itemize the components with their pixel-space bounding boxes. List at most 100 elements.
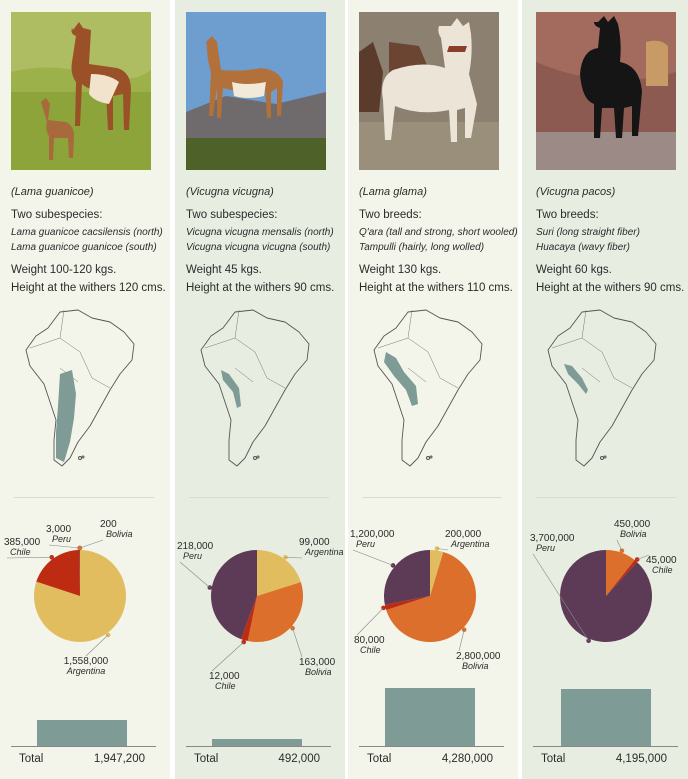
pie-category-label: Chile	[652, 565, 673, 575]
pie-value-label: 80,000	[354, 635, 385, 646]
pie-leader-line	[458, 629, 465, 652]
pie-leader-line	[352, 549, 394, 566]
subspecies-item: Vicugna vicugna vicugna (south)	[186, 242, 331, 253]
pie-value-label: 385,000	[4, 537, 41, 548]
pie-slice-bolivia	[247, 582, 304, 642]
pie-value-label: 200,000	[445, 529, 482, 540]
subspecies-item: Lama guanicoe cacsilensis (north)	[11, 227, 163, 238]
total-value: 4,195,000	[615, 753, 667, 765]
pie-slice-chile	[384, 596, 430, 610]
total-bar	[37, 720, 127, 746]
total-label: Total	[541, 753, 566, 765]
pie-label-dot	[619, 548, 625, 553]
pie-category-label: Peru	[536, 543, 555, 553]
pie-leader-line	[285, 557, 303, 559]
total-value: 4,280,000	[441, 753, 493, 765]
pie-category-label: Argentina	[66, 666, 106, 676]
pie-value-label: 99,000	[299, 537, 330, 548]
total-label: Total	[19, 753, 44, 765]
guanaco-range	[56, 370, 76, 462]
pie-value-label: 218,000	[177, 541, 214, 552]
llama-column: (Lama glama) Two breeds: Q'ara (tall and…	[348, 0, 518, 779]
pie-leader-line	[616, 539, 623, 551]
scientific-name: (Lama glama)	[359, 186, 427, 198]
height-text: Height at the withers 110 cms.	[359, 282, 513, 294]
vicuna-photo	[186, 12, 326, 170]
vicuna-column: (Vicugna vicugna) Two subespecies: Vicug…	[175, 0, 345, 779]
range-map	[195, 308, 315, 473]
pie-value-label: 3,700,000	[530, 533, 575, 544]
pie-value-label: 1,558,000	[64, 656, 109, 667]
pie-category-label: Peru	[52, 534, 71, 544]
pie-slice-argentina	[34, 550, 127, 642]
height-text: Height at the withers 90 cms.	[536, 282, 685, 294]
pie-label-dot	[586, 638, 591, 643]
pie-value-label: 12,000	[209, 671, 240, 682]
weight-text: Weight 45 kgs.	[186, 264, 262, 276]
range-map	[542, 308, 662, 473]
pie-category-label: Bolivia	[305, 667, 332, 677]
total-label: Total	[194, 753, 219, 765]
range-map	[20, 308, 140, 473]
separator	[14, 497, 154, 498]
breed-item: Q'ara (tall and strong, short wooled)	[359, 227, 518, 238]
llama-range	[384, 352, 418, 406]
pie-category-label: Argentina	[304, 547, 344, 557]
breed-item: Tampulli (hairly, long wolled)	[359, 242, 485, 253]
weight-text: Weight 60 kgs.	[536, 264, 612, 276]
pie-category-label: Peru	[356, 539, 375, 549]
south-america-outline	[200, 309, 310, 467]
total-value: 492,000	[278, 753, 320, 765]
pie-value-label: 1,200,000	[350, 529, 395, 540]
pie-leader-line	[179, 561, 210, 588]
pie-slice-peru	[559, 550, 652, 642]
south-america-outline	[373, 309, 483, 467]
pie-label-dot	[49, 555, 54, 560]
subspecies-item: Vicugna vicugna mensalis (north)	[186, 227, 334, 238]
separator	[536, 497, 676, 498]
separator	[362, 497, 502, 498]
pie-category-label: Bolivia	[462, 661, 489, 671]
scientific-name: (Lama guanicoe)	[11, 186, 94, 198]
weight-text: Weight 130 kgs.	[359, 264, 442, 276]
height-text: Height at the withers 120 cms.	[11, 282, 166, 294]
total-value: 1,947,200	[93, 753, 145, 765]
pie-slice-peru	[384, 550, 430, 605]
bar-baseline	[11, 746, 156, 747]
guanaco-column: (Lama guanicoe) Two subespecies: Lama gu…	[0, 0, 170, 779]
bar-baseline	[186, 746, 331, 747]
total-bar	[561, 689, 651, 746]
llama-photo	[359, 12, 499, 170]
pie-leader-line	[292, 628, 303, 658]
pie-category-label: Chile	[360, 645, 381, 655]
alpaca-column: (Vicugna pacos) Two breeds: Suri (long s…	[522, 0, 688, 779]
breed-item: Suri (long straight fiber)	[536, 227, 640, 238]
pie-value-label: 45,000	[646, 555, 677, 566]
subspecies-item: Lama guanicoe guanicoe (south)	[11, 242, 157, 253]
pie-slice-chile	[240, 596, 257, 642]
breeds-heading: Two breeds:	[536, 209, 599, 221]
vicuna-range	[221, 370, 241, 408]
breeds-heading: Two breeds:	[359, 209, 422, 221]
pie-value-label: 2,800,000	[456, 651, 501, 662]
pie-slice-argentina	[430, 550, 444, 596]
pie-value-label: 200	[100, 519, 117, 530]
alpaca-photo	[536, 12, 676, 170]
pie-leader-line	[356, 607, 384, 636]
height-text: Height at the withers 90 cms.	[186, 282, 335, 294]
separator	[189, 497, 329, 498]
weight-text: Weight 100-120 kgs.	[11, 264, 117, 276]
pie-category-label: Bolivia	[106, 529, 133, 539]
total-bar	[385, 688, 475, 746]
pie-value-label: 163,000	[299, 657, 336, 668]
pie-leader-line	[85, 634, 109, 657]
pie-leader-line	[211, 641, 244, 672]
bar-baseline	[359, 746, 504, 747]
pie-leader-line	[6, 557, 52, 559]
range-map	[368, 308, 488, 473]
bar-baseline	[533, 746, 678, 747]
